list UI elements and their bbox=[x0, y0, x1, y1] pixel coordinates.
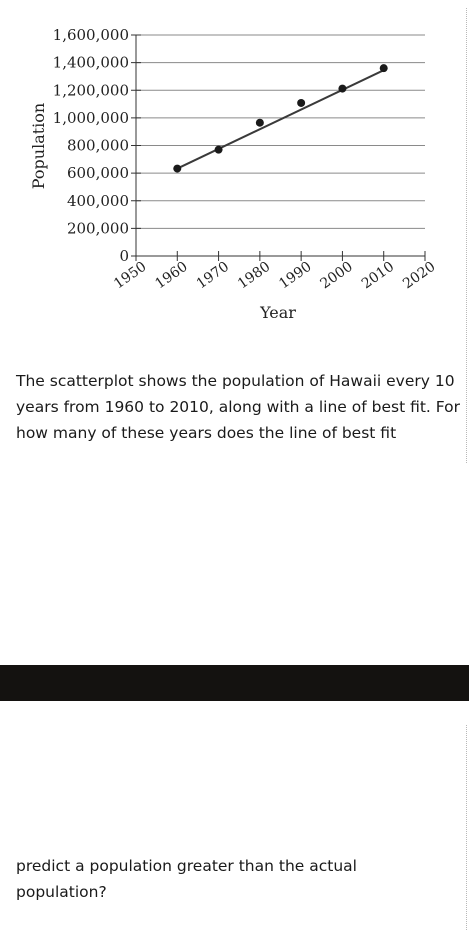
black-separator-band bbox=[0, 665, 469, 701]
y-tick-label: 200,000 bbox=[67, 219, 129, 237]
data-point bbox=[297, 98, 306, 107]
page-edge-dotted-line bbox=[466, 8, 467, 463]
best-fit-line-segment bbox=[176, 69, 385, 170]
x-tick-labels: 1950 1960 1970 1980 1990 2000 2010 2020 bbox=[111, 259, 438, 293]
data-points bbox=[173, 64, 388, 173]
x-tick-label: 2010 bbox=[359, 259, 397, 293]
x-tick-label: 2020 bbox=[400, 259, 438, 293]
y-tick-labels: 0 200,000 400,000 600,000 800,000 1,000,000 1,… bbox=[53, 26, 129, 265]
y-tick-label: 1,000,000 bbox=[53, 109, 129, 127]
y-axis-label: Population bbox=[29, 103, 48, 189]
question-text-part1: The scatterplot shows the population of … bbox=[16, 372, 460, 442]
data-point bbox=[338, 84, 347, 93]
y-tick-label: 600,000 bbox=[67, 164, 129, 182]
best-fit-line bbox=[176, 69, 385, 170]
scatterplot-chart: 0 200,000 400,000 600,000 800,000 1,000,000 1,… bbox=[29, 26, 438, 322]
y-tick-label: 1,600,000 bbox=[53, 26, 129, 44]
x-tick-label: 1960 bbox=[152, 259, 190, 293]
x-axis-label: Year bbox=[259, 303, 296, 322]
x-tick-label: 1980 bbox=[235, 259, 273, 293]
page-edge-dotted-line bbox=[466, 725, 467, 930]
y-tick-label: 0 bbox=[119, 247, 129, 265]
data-point bbox=[255, 118, 264, 127]
x-tick-label: 1970 bbox=[194, 259, 232, 293]
data-point bbox=[173, 164, 182, 173]
x-tick-label: 1990 bbox=[276, 259, 314, 293]
data-point bbox=[214, 145, 223, 154]
y-tick-label: 800,000 bbox=[67, 137, 129, 155]
y-tick-label: 1,400,000 bbox=[53, 54, 129, 72]
data-point bbox=[379, 64, 388, 73]
y-tick-label: 1,200,000 bbox=[53, 81, 129, 99]
x-tick-label: 1950 bbox=[111, 259, 149, 293]
grid-lines bbox=[136, 34, 425, 229]
y-tick-label: 400,000 bbox=[67, 192, 129, 210]
question-text-part2: predict a population greater than the ac… bbox=[16, 857, 357, 901]
axes bbox=[131, 34, 426, 261]
x-tick-label: 2000 bbox=[318, 259, 356, 293]
